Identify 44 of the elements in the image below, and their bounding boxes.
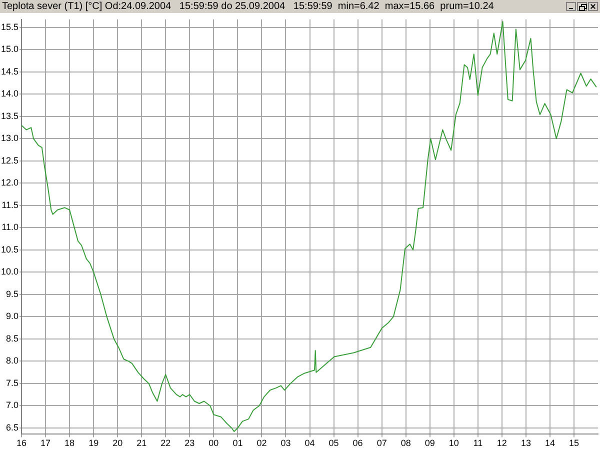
x-tick-label: 00 — [208, 438, 219, 448]
y-tick-label: 6.5 — [6, 422, 19, 432]
x-tick-label: 08 — [400, 438, 411, 448]
y-tick-label: 7.5 — [6, 378, 19, 388]
y-tick-label: 12.0 — [0, 178, 19, 188]
y-tick-label: 11.0 — [2, 222, 19, 232]
y-tick-label: 13.5 — [0, 110, 19, 121]
y-tick-label: 9.5 — [6, 288, 19, 299]
x-tick-label: 07 — [376, 438, 387, 448]
x-tick-label: 22 — [160, 438, 171, 448]
x-tick-label: 15 — [568, 438, 579, 448]
x-tick-label: 23 — [184, 438, 195, 448]
x-tick-label: 02 — [256, 438, 267, 448]
x-tick-label: 13 — [520, 438, 531, 448]
y-tick-label: 7.0 — [6, 400, 19, 410]
x-tick-label: 11 — [473, 438, 483, 448]
x-tick-label: 17 — [40, 438, 51, 448]
x-tick-label: 18 — [64, 438, 75, 448]
x-tick-label: 01 — [232, 438, 243, 448]
x-tick-label: 04 — [304, 438, 315, 448]
x-tick-label: 16 — [16, 438, 27, 448]
y-tick-label: 8.5 — [6, 333, 19, 344]
y-tick-label: 9.0 — [6, 311, 19, 322]
y-tick-label: 8.0 — [6, 356, 19, 366]
y-tick-label: 10.5 — [0, 244, 19, 254]
y-tick-label: 15.5 — [0, 22, 19, 32]
x-tick-label: 20 — [112, 438, 123, 448]
x-tick-label: 03 — [280, 438, 291, 448]
x-tick-label: 05 — [328, 438, 339, 448]
chart-title: Teplota sever (T1) [°C] Od:24.09.2004 15:59:59 do 25.09.2004 15:59:59 min=6.42 max=15.66 prum=10.24 — [2, 1, 494, 12]
y-tick-label: 14.5 — [0, 66, 19, 76]
y-tick-label: 11.5 — [2, 200, 19, 210]
y-tick-label: 14.0 — [0, 88, 19, 99]
y-tick-label: 15.0 — [0, 44, 19, 54]
x-tick-label: 21 — [136, 438, 147, 448]
y-tick-label: 10.0 — [0, 266, 19, 277]
x-tick-label: 09 — [424, 438, 435, 448]
x-tick-label: 10 — [448, 438, 459, 448]
x-tick-label: 12 — [496, 438, 507, 448]
x-tick-label: 06 — [352, 438, 363, 448]
x-tick-label: 14 — [544, 438, 555, 448]
y-tick-label: 12.5 — [0, 155, 19, 166]
y-tick-label: 13.0 — [0, 133, 19, 144]
x-tick-label: 19 — [88, 438, 99, 448]
